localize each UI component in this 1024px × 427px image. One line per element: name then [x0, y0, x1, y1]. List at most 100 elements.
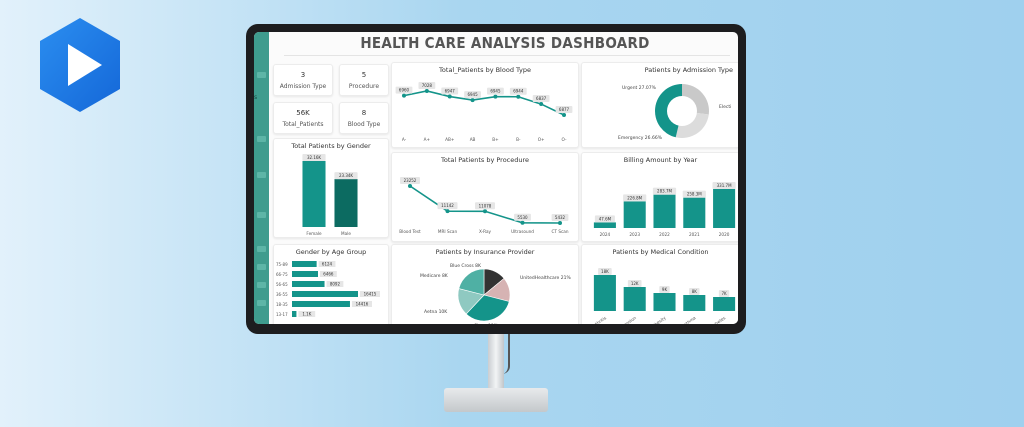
data-point — [562, 113, 566, 117]
data-label-bg — [555, 106, 573, 113]
chart-title: Patients by Insurance Provider — [435, 248, 535, 256]
sidebar-item[interactable] — [257, 172, 266, 178]
chart-condition[interactable]: Patients by Medical Condition 18K Arthrit… — [581, 244, 738, 324]
sidebar-item[interactable] — [257, 246, 266, 252]
slice-label: Cigna 11% — [474, 323, 499, 324]
sidebar-item[interactable] — [257, 300, 266, 306]
slice-label: Blue Cross 8K — [450, 263, 482, 269]
data-point — [483, 209, 487, 214]
monitor-stand-neck — [488, 334, 504, 392]
sidebar-item[interactable] — [257, 72, 266, 78]
data-label: 283.7M — [657, 189, 672, 194]
data-label-bg — [326, 281, 344, 287]
data-label: 7028 — [422, 83, 433, 88]
chart-blood-type[interactable]: Total_Patients by Blood Type 6960 A- 7028 A… — [391, 62, 579, 148]
sidebar-item[interactable] — [257, 264, 266, 270]
bar — [593, 275, 616, 311]
data-label-bg — [302, 154, 326, 161]
data-label: 8092 — [330, 282, 341, 287]
data-label: 6945 — [467, 92, 478, 97]
data-label: 23.34K — [339, 173, 353, 178]
chart-title: Total Patients by Gender — [291, 142, 371, 150]
sidebar-item[interactable] — [257, 282, 266, 288]
data-label-bg — [627, 280, 642, 287]
data-label-bg — [532, 95, 550, 103]
x-tick-label: 2021 — [689, 232, 700, 237]
x-tick-label: Obesity — [651, 315, 667, 324]
data-label: 6960 — [399, 88, 410, 93]
x-tick-label: AB+ — [445, 137, 455, 142]
chart-procedure[interactable]: Total Patients by Procedure 23252 Blood T… — [391, 152, 579, 242]
data-label: 32.16K — [307, 155, 321, 160]
bar — [292, 301, 350, 307]
data-point — [558, 221, 562, 225]
data-label-bg — [689, 288, 700, 295]
sidebar-item[interactable] — [257, 212, 266, 218]
kpi-blood-type[interactable]: 8 Blood Type — [339, 102, 389, 134]
data-label-bg — [623, 194, 647, 202]
data-label-bg — [682, 190, 706, 198]
data-label-bg — [509, 87, 527, 95]
bar — [292, 271, 318, 277]
bar — [593, 222, 616, 228]
bar — [623, 287, 646, 311]
gender-bar-chart: 32.16K Female 23.34K Male — [302, 154, 358, 236]
data-label-bg — [334, 172, 358, 180]
data-point — [402, 93, 406, 98]
slice-label: UnitedHealthcare 21% — [520, 275, 571, 281]
kpi-label: Procedure — [348, 83, 380, 90]
bar — [623, 201, 646, 228]
slice-label: Electi — [719, 104, 731, 110]
kpi-value: 56K — [296, 109, 310, 117]
data-label: 7K — [722, 291, 728, 296]
x-tick-label: Female — [306, 231, 322, 236]
chart-gender[interactable]: Total Patients by Gender 32.16K Female 23.… — [273, 138, 389, 238]
data-label: 6944 — [513, 89, 524, 94]
data-label: 6877 — [559, 107, 570, 112]
bar — [683, 295, 706, 311]
kpi-total-patients[interactable]: 56K Total_Patients — [273, 102, 333, 134]
chart-title: Patients by Medical Condition — [612, 248, 709, 256]
chart-admission-type[interactable]: Patients by Admission Type Urgent 27.07%… — [581, 62, 738, 148]
data-label: 6837 — [536, 96, 547, 101]
kpi-procedure[interactable]: 5 Procedure — [339, 64, 389, 96]
data-label: 6945 — [490, 89, 501, 94]
brand-logo-icon — [40, 18, 120, 112]
kpi-admission-type[interactable]: 3 Admission Type — [273, 64, 333, 96]
chart-title: Gender by Age Group — [295, 248, 367, 256]
sidebar-label: s — [254, 94, 258, 101]
chart-insurance[interactable]: Patients by Insurance Provider Blue Cros… — [391, 244, 579, 324]
data-point — [516, 94, 521, 99]
data-label: 12K — [631, 281, 639, 286]
procedure-line-chart: 23252 Blood Test 11142 MRI Scan 11078 X-Ray 55… — [399, 177, 569, 234]
chart-billing[interactable]: Billing Amount by Year 47.6M 2024 226.8M 20… — [581, 152, 738, 242]
data-label: 331.7M — [717, 183, 732, 188]
data-point — [493, 94, 498, 99]
pie-slice — [465, 294, 510, 322]
chart-age-group[interactable]: Gender by Age Group 75-89 6124 66-75 6466 56… — [273, 244, 389, 324]
data-label-bg — [712, 182, 736, 189]
bar — [292, 311, 297, 317]
y-tick-label: 75-89 — [276, 262, 288, 267]
billing-bar-chart: 47.6M 2024 226.8M 2023 283.7M 2022 258.3M 2021 3… — [593, 182, 736, 237]
kpi-label: Total_Patients — [282, 121, 324, 128]
data-label-bg — [400, 177, 420, 184]
x-tick-label: A- — [402, 137, 407, 142]
chart-title: Billing Amount by Year — [623, 156, 698, 164]
bar — [292, 261, 317, 267]
data-label: 258.3M — [687, 192, 702, 197]
bar — [292, 281, 325, 287]
data-label-bg — [487, 87, 504, 95]
y-tick-label: 56-65 — [276, 282, 288, 287]
data-label: 5530 — [517, 215, 528, 220]
monitor-cable — [502, 334, 510, 374]
y-tick-label: 13-17 — [276, 312, 288, 317]
sidebar-item[interactable] — [257, 136, 266, 142]
data-label-bg — [441, 87, 459, 95]
admission-donut-chart: Urgent 27.07% Emergency 26.66% Electi — [618, 84, 731, 141]
data-label: 14416 — [356, 302, 369, 307]
x-tick-label: 2023 — [629, 232, 640, 237]
x-tick-label: A+ — [424, 137, 431, 142]
x-tick-label: Diabetes — [708, 315, 726, 324]
x-tick-label: Asthma — [681, 315, 697, 324]
